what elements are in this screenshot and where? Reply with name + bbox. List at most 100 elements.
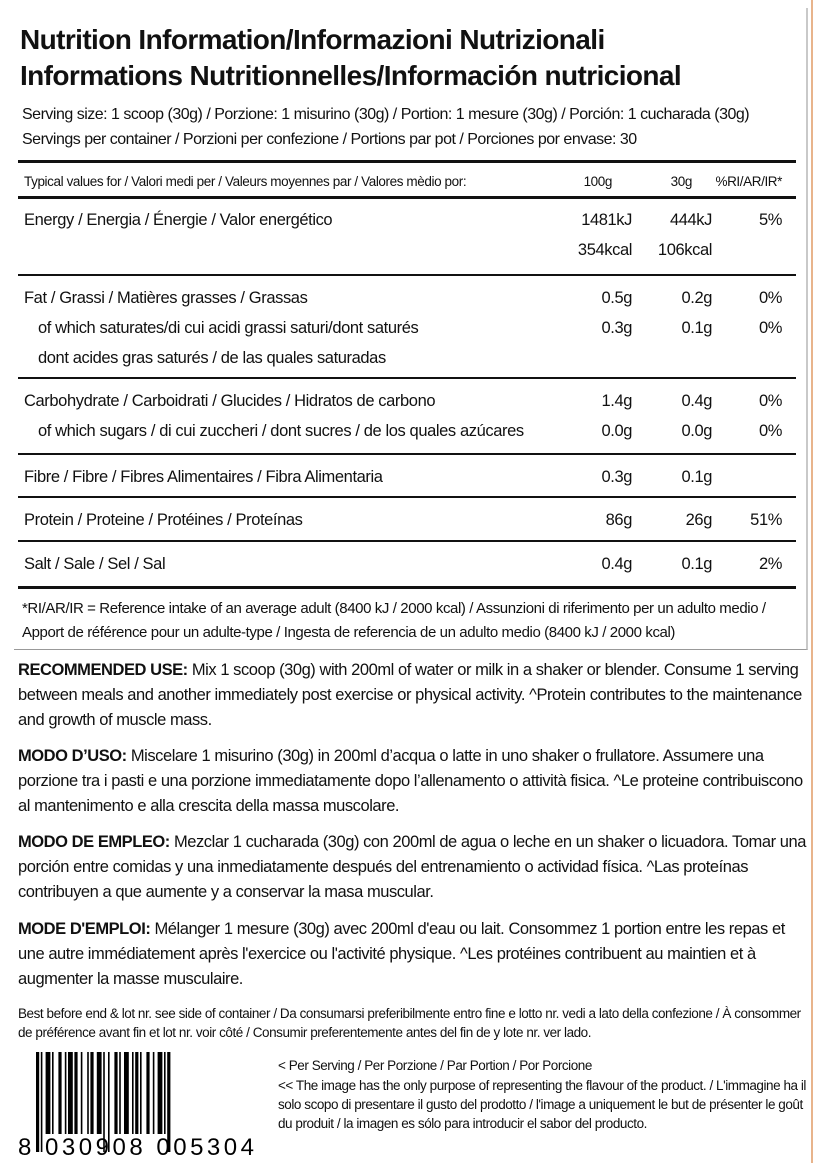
- value-ri: 0%: [758, 391, 782, 410]
- barcode-bar: [135, 1052, 139, 1134]
- barcode-bar: [74, 1052, 78, 1134]
- barcode-bar: [103, 1052, 105, 1152]
- barcode-number: 8 030908 005304: [18, 1134, 254, 1157]
- divider: [18, 540, 796, 542]
- barcode-bar: [140, 1052, 142, 1134]
- nutrient-label: Fat / Grassi / Matières grasses / Grassa…: [24, 288, 308, 307]
- nutrient-label: Salt / Sale / Sel / Sal: [24, 554, 166, 573]
- best-before: Best before end & lot nr. see side of co…: [18, 1006, 801, 1040]
- divider: [18, 377, 796, 379]
- image-disclaimer: << The image has the only purpose of rep…: [278, 1078, 806, 1131]
- serving-size: Serving size: 1 scoop (30g) / Porzione: …: [22, 106, 750, 123]
- usage-heading: MODE D'EMPLOI:: [18, 920, 151, 938]
- barcode-bar: [164, 1052, 166, 1134]
- value-ri: 0%: [758, 318, 782, 337]
- nutrient-group: Carbohydrate / Carboidrati / Glucides / …: [24, 386, 782, 446]
- barcode-bar: [146, 1052, 150, 1134]
- table-row: Energy / Energia / Énergie / Valor energ…: [24, 205, 782, 235]
- header-label: Typical values for / Valori medi per / V…: [24, 173, 467, 189]
- barcode-bar: [40, 1052, 43, 1152]
- barcode-bar: [96, 1052, 102, 1134]
- footnote: *RI/AR/IR = Reference intake of an avera…: [22, 600, 766, 641]
- barcode-bar: [132, 1052, 134, 1134]
- header-ri: %RI/AR/IR*: [715, 173, 782, 189]
- barcode: 8 030908 005304: [18, 1052, 254, 1157]
- barcode-bar: [80, 1052, 83, 1134]
- table-row: of which sugars / di cui zuccheri / dont…: [24, 416, 782, 446]
- table-row: 354kcal 106kcal: [24, 235, 782, 265]
- usage-fr: MODE D'EMPLOI: Mélanger 1 mesure (30g) a…: [18, 917, 808, 992]
- barcode-bar: [124, 1052, 129, 1134]
- barcode-bar: [64, 1052, 67, 1134]
- nutrient-group: Protein / Proteine / Protéines / Proteín…: [24, 505, 782, 535]
- value-30g: 26g: [685, 510, 713, 529]
- usage-text: Mélanger 1 mesure (30g) avec 200ml d'eau…: [18, 920, 785, 988]
- value-30g: 0.0g: [681, 421, 712, 440]
- usage-es: MODO DE EMPLEO: Mezclar 1 cucharada (30g…: [18, 830, 808, 905]
- value-ri: 51%: [750, 510, 782, 529]
- barcode-bar: [152, 1052, 155, 1134]
- value-100g: 0.0g: [601, 421, 632, 440]
- value-ri: 0%: [758, 288, 782, 307]
- usage-it: MODO D’USO: Miscelare 1 misurino (30g) i…: [18, 744, 808, 819]
- value-100g: 0.5g: [601, 288, 632, 307]
- table-row: Fibre / Fibre / Fibres Alimentaires / Fi…: [24, 462, 782, 492]
- nutrient-label: Energy / Energia / Énergie / Valor energ…: [24, 210, 333, 229]
- value-100g: 1481kJ: [581, 210, 632, 229]
- barcode-bar: [87, 1052, 89, 1134]
- value-100g: 0.3g: [601, 318, 632, 337]
- header-100g: 100g: [583, 173, 613, 189]
- value-100g: 0.4g: [601, 554, 632, 573]
- table-row: dont acides gras saturés / de las quales…: [24, 343, 782, 373]
- table-row: Protein / Proteine / Protéines / Proteín…: [24, 505, 782, 535]
- table-row: Fat / Grassi / Matières grasses / Grassa…: [24, 283, 782, 313]
- divider: [18, 196, 796, 199]
- usage-text: Mix 1 scoop (30g) with 200ml of water or…: [18, 661, 802, 729]
- barcode-bar: [45, 1052, 51, 1134]
- value-ri: 5%: [758, 210, 782, 229]
- value-100g: 1.4g: [601, 391, 632, 410]
- barcode-bar: [157, 1052, 163, 1134]
- divider: [18, 160, 796, 163]
- barcode-bar: [108, 1052, 110, 1152]
- header-30g: 30g: [670, 173, 693, 189]
- table-row: Salt / Sale / Sel / Sal 0.4g 0.1g 2%: [24, 549, 782, 579]
- usage-heading: MODO DE EMPLEO:: [18, 833, 170, 851]
- nutrient-label: dont acides gras saturés / de las quales…: [38, 348, 386, 367]
- value-100g: 354kcal: [577, 240, 632, 259]
- barcode-bar: [52, 1052, 54, 1134]
- value-30g: 106kcal: [657, 240, 712, 259]
- usage-text: Mezclar 1 cucharada (30g) con 200ml de a…: [18, 833, 806, 901]
- barcode-bar: [90, 1052, 94, 1134]
- barcode-bar: [119, 1052, 121, 1134]
- value-30g: 0.2g: [681, 288, 712, 307]
- nutrient-label: Carbohydrate / Carboidrati / Glucides / …: [24, 391, 436, 410]
- value-30g: 0.1g: [681, 554, 712, 573]
- usage-text: Miscelare 1 misurino (30g) in 200ml d’ac…: [18, 747, 803, 815]
- nutrient-label: Fibre / Fibre / Fibres Alimentaires / Fi…: [24, 467, 383, 486]
- divider: [18, 586, 796, 589]
- divider: [18, 496, 796, 498]
- barcode-bar: [167, 1052, 171, 1152]
- barcode-bar: [36, 1052, 40, 1152]
- value-100g: 86g: [605, 510, 633, 529]
- nutrient-group: Fat / Grassi / Matières grasses / Grassa…: [24, 283, 782, 373]
- nutrient-label: Protein / Proteine / Protéines / Proteín…: [24, 510, 303, 529]
- value-ri: 2%: [758, 554, 782, 573]
- nutrient-group: Fibre / Fibre / Fibres Alimentaires / Fi…: [24, 462, 782, 492]
- table-row: of which saturates/di cui acidi grassi s…: [24, 313, 782, 343]
- title-line-2: Informations Nutritionnelles/Información…: [20, 60, 682, 91]
- nutrition-table-frame: [14, 8, 808, 650]
- barcode-bar: [68, 1052, 73, 1134]
- value-100g: 0.3g: [601, 467, 632, 486]
- nutrient-label: of which sugars / di cui zuccheri / dont…: [38, 421, 524, 440]
- table-header: Typical values for / Valori medi per / V…: [24, 166, 782, 196]
- per-serving-note: < Per Serving / Per Porzione / Par Porti…: [278, 1058, 592, 1073]
- divider: [18, 453, 796, 455]
- usage-heading: RECOMMENDED USE:: [18, 661, 188, 679]
- barcode-bar: [58, 1052, 62, 1134]
- nutrient-group: Energy / Energia / Énergie / Valor energ…: [24, 205, 782, 265]
- divider: [18, 274, 796, 276]
- table-row: Carbohydrate / Carboidrati / Glucides / …: [24, 386, 782, 416]
- usage-heading: MODO D’USO:: [18, 747, 127, 765]
